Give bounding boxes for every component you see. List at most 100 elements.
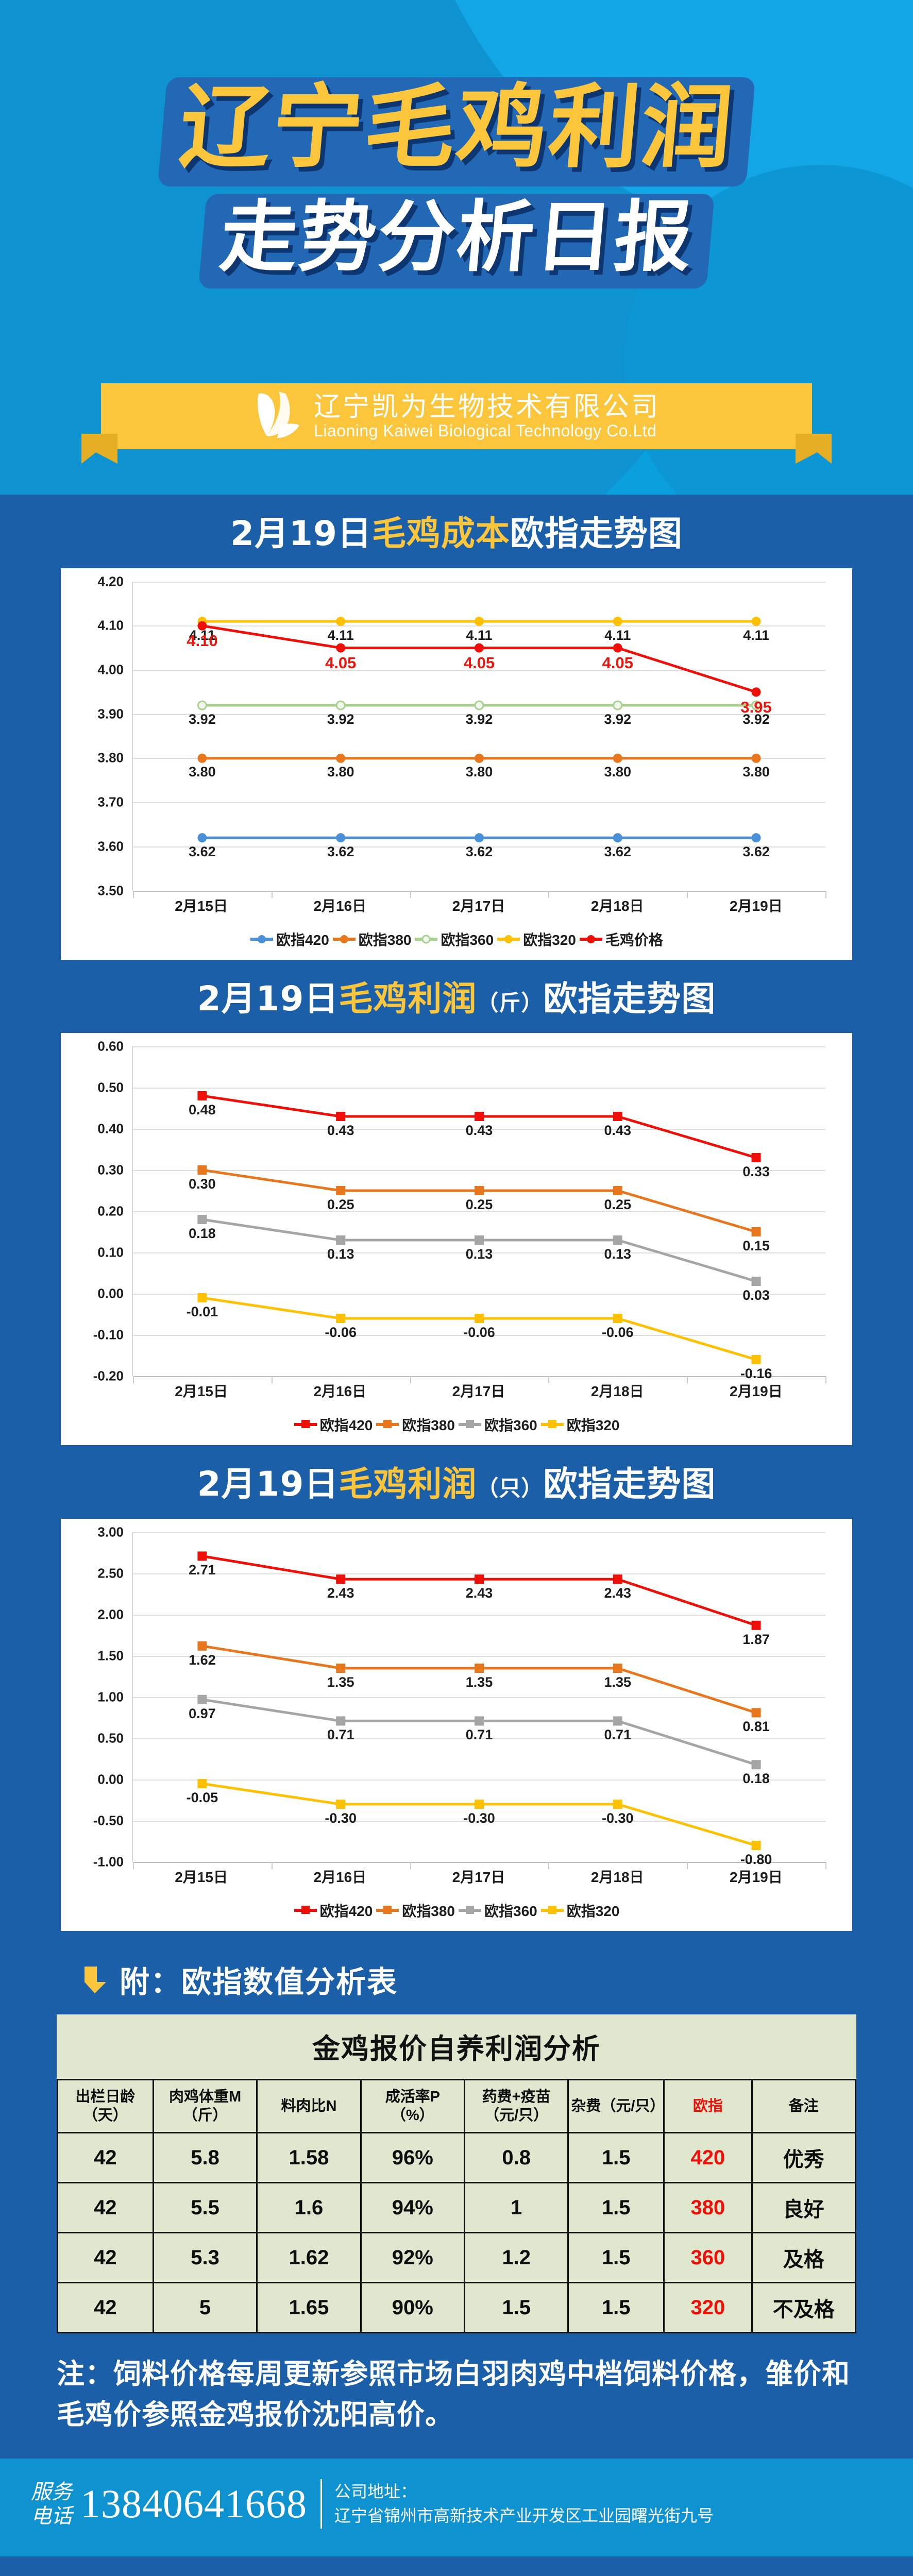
- data-point: [197, 621, 207, 631]
- data-label: 0.13: [604, 1246, 632, 1262]
- legend-item-欧指360[interactable]: 欧指360: [458, 1900, 537, 1921]
- legend-item-欧指420[interactable]: 欧指420: [294, 1414, 373, 1435]
- data-label: 2.43: [327, 1585, 354, 1601]
- legend-label: 欧指320: [566, 1903, 620, 1919]
- page-footer: 服务 电话 13840641668 公司地址： 辽宁省锦州市高新技术产业开发区工…: [0, 2458, 913, 2556]
- attachment-title: 附：欧指数值分析表: [120, 1964, 398, 1999]
- gridline: [133, 625, 825, 627]
- legend-item-欧指380[interactable]: 欧指380: [376, 1414, 455, 1435]
- data-label: 3.92: [604, 711, 632, 727]
- x-axis-tick-label: 2月18日: [590, 1383, 644, 1400]
- data-label: 3.62: [465, 843, 493, 859]
- axis-tick: [410, 890, 411, 898]
- y-axis-tick-label: 4.00: [97, 662, 124, 677]
- chart2-card: 0.60 0.50 0.40 0.30 0.20 0.10 0.00 -0.10 -0.20 0…: [61, 1033, 852, 1446]
- data-point: [336, 1716, 346, 1726]
- x-axis-line: [133, 890, 825, 892]
- gridline: [133, 1252, 825, 1254]
- data-point: [751, 1759, 761, 1769]
- gridline: [133, 581, 825, 583]
- y-axis-tick-label: 3.90: [97, 706, 124, 722]
- table-cell: 5.5: [152, 2182, 258, 2234]
- data-label: -0.30: [463, 1810, 495, 1826]
- data-label: -0.06: [325, 1325, 357, 1341]
- data-label: 1.35: [604, 1674, 632, 1690]
- y-axis-tick-label: 3.50: [97, 883, 124, 899]
- y-axis-tick-label: 0.00: [97, 1285, 124, 1301]
- x-axis-tick-label: 2月19日: [730, 1383, 783, 1400]
- x-axis-tick-label: 2月18日: [590, 1869, 644, 1885]
- legend-item-欧指320[interactable]: 欧指320: [540, 1900, 620, 1921]
- y-axis-tick-label: 0.20: [97, 1203, 124, 1219]
- data-label: -0.05: [186, 1789, 218, 1805]
- y-axis-tick-label: 0.50: [97, 1079, 124, 1095]
- data-point: [475, 833, 484, 842]
- legend-label: 欧指420: [319, 1903, 373, 1919]
- data-label: 0.43: [327, 1123, 354, 1139]
- table-cell: 5: [152, 2282, 258, 2334]
- chart2-x-axis: 2月15日 2月16日 2月17日 2月18日 2月19日: [132, 1376, 825, 1405]
- table-column-header: 成活率P （%）: [360, 2078, 465, 2134]
- y-axis-tick-label: 0.10: [97, 1244, 124, 1260]
- data-label: 0.18: [742, 1770, 770, 1786]
- table-cell: 1.5: [567, 2132, 665, 2184]
- legend-item-欧指420[interactable]: 欧指420: [250, 929, 329, 950]
- axis-tick: [410, 1861, 411, 1869]
- data-point: [474, 700, 484, 710]
- table-cell: 92%: [360, 2232, 465, 2284]
- legend-item-欧指320[interactable]: 欧指320: [497, 929, 576, 950]
- x-axis-tick-label: 2月19日: [730, 897, 783, 914]
- legend-label: 欧指380: [402, 1903, 455, 1919]
- gridline: [133, 1046, 825, 1048]
- data-label: 0.33: [742, 1164, 770, 1180]
- legend-item-欧指420[interactable]: 欧指420: [294, 1900, 373, 1921]
- chart3-title-highlight: 毛鸡利润: [339, 1464, 477, 1504]
- table-cell: 1.5: [567, 2182, 665, 2234]
- chart3-title: 2月19日毛鸡利润（只）欧指走势图: [0, 1445, 913, 1519]
- service-label-line1: 服务: [31, 2480, 72, 2503]
- phone-number[interactable]: 13840641668: [80, 2481, 307, 2526]
- data-point: [613, 1799, 622, 1809]
- data-label: 4.11: [743, 627, 770, 643]
- legend-item-欧指380[interactable]: 欧指380: [376, 1900, 455, 1921]
- data-point: [475, 1574, 484, 1584]
- data-point: [197, 700, 207, 710]
- data-label: 0.71: [604, 1727, 632, 1743]
- title-line-primary: 辽宁毛鸡利润: [157, 75, 756, 187]
- chart2-title-unit: （斤）: [477, 990, 544, 1015]
- data-point: [336, 833, 346, 842]
- data-label: 3.80: [465, 764, 493, 780]
- legend-item-毛鸡价格[interactable]: 毛鸡价格: [579, 929, 663, 950]
- data-point: [475, 1235, 484, 1245]
- axis-tick: [687, 890, 688, 898]
- legend-marker-icon: [376, 1905, 399, 1914]
- data-point: [197, 1551, 207, 1561]
- legend-item-欧指360[interactable]: 欧指360: [458, 1414, 537, 1435]
- y-axis-tick-label: 2.00: [97, 1606, 124, 1622]
- legend-item-欧指380[interactable]: 欧指380: [332, 929, 411, 950]
- analysis-table-section: 附：欧指数值分析表 金鸡报价自养利润分析 出栏日龄 （天） 肉鸡体重M （斤） 料肉比N…: [0, 1930, 913, 2459]
- legend-label: 欧指360: [484, 1903, 537, 1919]
- x-axis-tick-label: 2月16日: [313, 1869, 367, 1885]
- x-axis-tick-label: 2月17日: [452, 1383, 505, 1400]
- data-label: 0.25: [327, 1197, 354, 1213]
- table-row: 42 5.3 1.62 92% 1.2 1.5 360 及格: [57, 2232, 857, 2284]
- legend-item-欧指320[interactable]: 欧指320: [540, 1414, 619, 1435]
- legend-item-欧指360[interactable]: 欧指360: [414, 929, 494, 950]
- company-name-en: Liaoning Kaiwei Biological Technology Co…: [313, 421, 657, 440]
- table-column-header: 出栏日龄 （天）: [57, 2078, 154, 2134]
- gridline: [133, 1573, 825, 1574]
- legend-label: 欧指360: [441, 931, 494, 948]
- gridline: [133, 802, 825, 804]
- data-label: 4.05: [325, 654, 357, 672]
- chart3-title-unit: （只）: [477, 1476, 544, 1501]
- chart2-legend: 欧指420 欧指380 欧指360 欧指320: [70, 1405, 843, 1435]
- data-point: [197, 1165, 207, 1175]
- data-point: [336, 1663, 346, 1673]
- data-label: -0.06: [463, 1325, 495, 1341]
- footer-divider: [320, 2479, 322, 2529]
- y-axis-tick-label: 3.60: [97, 838, 124, 854]
- y-axis-tick-label: 0.40: [97, 1121, 124, 1137]
- data-point: [336, 1574, 346, 1584]
- chart-section-profit-jin: 2月19日毛鸡利润（斤）欧指走势图 0.60 0.50 0.40 0.30 0.20 0.…: [0, 959, 913, 1446]
